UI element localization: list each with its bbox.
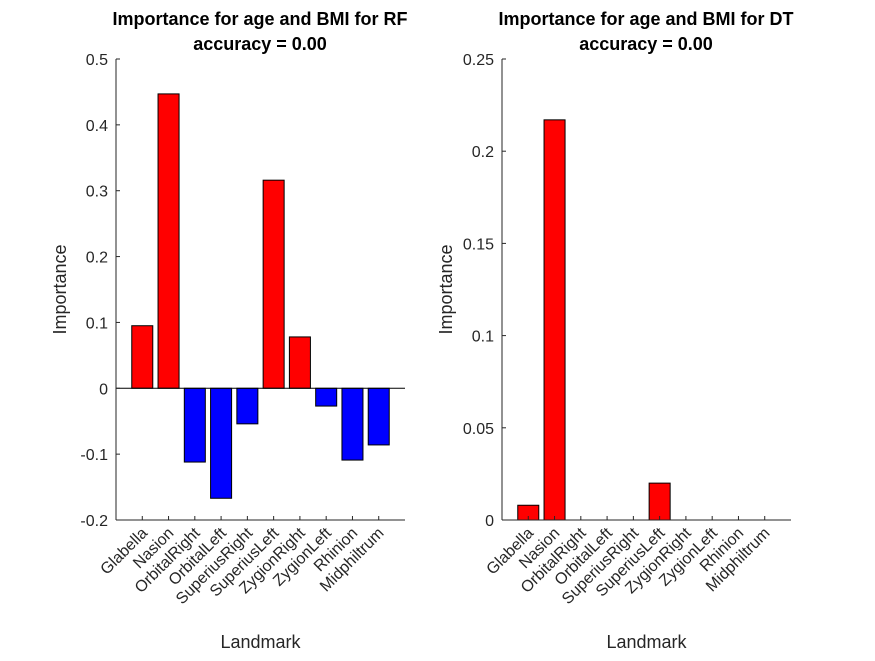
dt-y-axis-label: Importance xyxy=(436,244,456,334)
rf-bar-zygionright xyxy=(288,336,311,389)
dt-importance-chart: Importance for age and BMI for DT accurac… xyxy=(436,9,794,652)
dt-chart-subtitle: accuracy = 0.00 xyxy=(579,34,713,54)
dt-x-axis-label: Landmark xyxy=(606,632,687,652)
rf-importance-chart: Importance for age and BMI for RF accurac… xyxy=(50,9,408,652)
rf-y-tick-label: 0.1 xyxy=(86,315,108,332)
dt-bar-nasion xyxy=(543,119,566,521)
rf-x-axis-label: Landmark xyxy=(220,632,301,652)
rf-y-tick-label: 0 xyxy=(99,381,108,398)
rf-bar-glabella xyxy=(131,325,154,389)
rf-bar-midphiltrum xyxy=(367,387,390,446)
rf-bar-rhinion xyxy=(341,387,364,461)
dt-y-tick-label: 0.25 xyxy=(463,52,494,69)
rf-y-tick-label: 0.3 xyxy=(86,184,108,201)
dt-bar-superiusleft xyxy=(648,482,671,521)
dt-y-tick-label: 0.2 xyxy=(472,144,494,161)
rf-bar-zygionleft xyxy=(315,387,338,407)
rf-bar-nasion xyxy=(157,93,180,389)
rf-bar-superiusleft xyxy=(262,179,285,389)
dt-y-tick-label: 0.15 xyxy=(463,236,494,253)
rf-y-axis-label: Importance xyxy=(50,244,70,334)
dt-chart-title: Importance for age and BMI for DT xyxy=(498,9,793,29)
rf-y-tick-label: 0.2 xyxy=(86,250,108,267)
rf-chart-subtitle: accuracy = 0.00 xyxy=(193,34,327,54)
rf-chart-title: Importance for age and BMI for RF xyxy=(112,9,407,29)
dt-y-tick-label: 0.05 xyxy=(463,421,494,438)
rf-y-tick-label: -0.1 xyxy=(80,447,108,464)
rf-y-tick-label: -0.2 xyxy=(80,513,108,530)
dt-y-tick-label: 0 xyxy=(485,513,494,530)
rf-y-tick-label: 0.5 xyxy=(86,52,108,69)
dt-y-tick-label: 0.1 xyxy=(472,329,494,346)
rf-bar-orbitalright xyxy=(183,387,206,463)
rf-bar-orbitalleft xyxy=(210,387,233,499)
rf-y-tick-label: 0.4 xyxy=(86,118,108,135)
rf-bar-superiusright xyxy=(236,387,259,425)
